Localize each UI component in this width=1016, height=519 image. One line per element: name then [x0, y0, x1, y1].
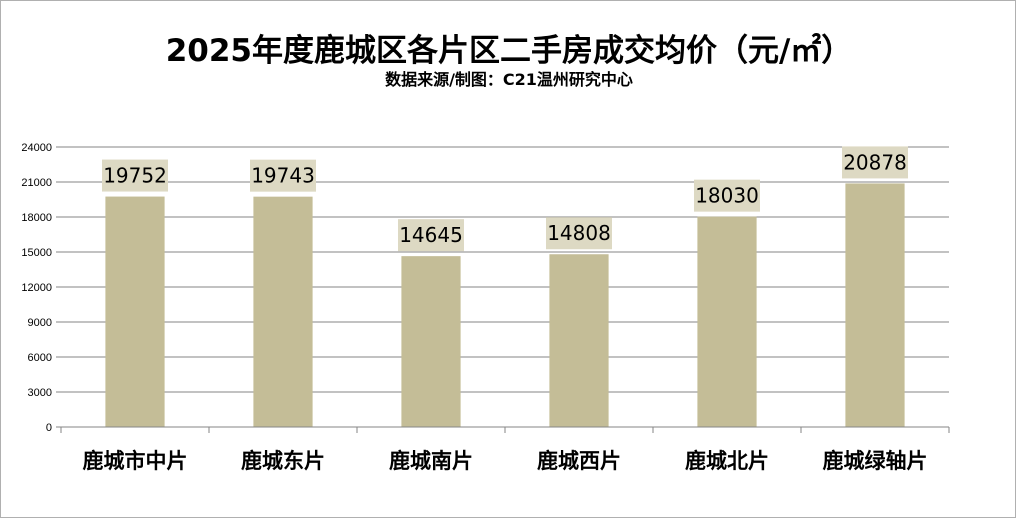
- bar: [845, 183, 905, 427]
- y-tick-label: 15000: [21, 247, 52, 259]
- data-label: 19743: [251, 164, 315, 188]
- category-labels: 鹿城市中片 鹿城东片 鹿城南片 鹿城西片 鹿城北片 鹿城绿轴片: [83, 449, 928, 473]
- category-label: 鹿城绿轴片: [823, 449, 928, 473]
- chart-subtitle: 数据来源/制图：C21温州研究中心: [385, 70, 633, 89]
- data-label-box: [102, 159, 168, 192]
- gridlines: [56, 146, 949, 428]
- y-tick-label: 6000: [28, 352, 52, 364]
- data-label: 18030: [695, 184, 759, 208]
- data-label: 14808: [547, 221, 611, 245]
- category-label: 鹿城北片: [685, 449, 769, 473]
- category-label: 鹿城西片: [537, 449, 621, 473]
- data-label-box: [398, 219, 464, 252]
- bar: [697, 216, 757, 427]
- bars: [105, 183, 905, 427]
- bar: [549, 254, 609, 427]
- bar: [401, 256, 461, 427]
- y-tick-label: 9000: [28, 317, 52, 329]
- data-label-box: [842, 146, 908, 179]
- data-label: 19752: [103, 164, 167, 188]
- x-axis: [60, 426, 950, 433]
- data-labels: 19752 19743 14645 14808 18030 20878: [102, 146, 908, 252]
- y-tick-label: 12000: [21, 282, 52, 294]
- data-label: 14645: [399, 223, 463, 247]
- chart-title: 2025年度鹿城区各片区二手房成交均价（元/㎡）: [166, 33, 853, 69]
- data-label-box: [546, 217, 612, 250]
- bar: [253, 196, 313, 427]
- y-tick-label: 21000: [21, 177, 52, 189]
- category-label: 鹿城东片: [241, 449, 325, 473]
- data-label-box: [694, 179, 760, 212]
- y-tick-label: 0: [46, 422, 52, 434]
- y-tick-label: 18000: [21, 212, 52, 224]
- bar: [105, 196, 165, 427]
- y-tick-label: 3000: [28, 387, 52, 399]
- data-label-box: [250, 159, 316, 192]
- data-label: 20878: [843, 150, 907, 174]
- y-tick-label: 24000: [21, 142, 52, 154]
- category-label: 鹿城南片: [389, 449, 473, 473]
- y-axis-ticks: 0 3000 6000 9000 12000 15000 18000 21000 24000: [21, 142, 52, 434]
- category-label: 鹿城市中片: [83, 449, 188, 473]
